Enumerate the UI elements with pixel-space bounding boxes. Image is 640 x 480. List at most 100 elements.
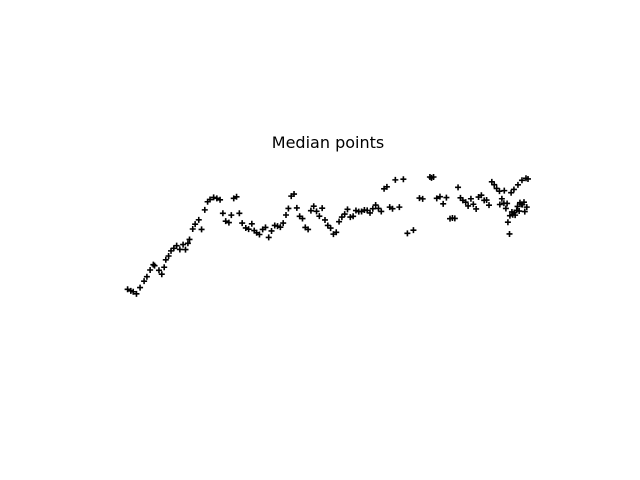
scatter-point bbox=[419, 195, 426, 202]
scatter-point bbox=[504, 219, 511, 226]
scatter-point bbox=[350, 213, 357, 220]
scatter-point bbox=[248, 220, 255, 227]
scatter-point bbox=[217, 196, 224, 203]
scatter-point bbox=[389, 205, 396, 212]
scatter-point bbox=[186, 236, 193, 243]
scatter-point bbox=[147, 267, 154, 274]
scatter-point bbox=[512, 212, 519, 219]
scatter-point bbox=[341, 211, 348, 218]
scatter-point bbox=[404, 230, 411, 237]
scatter-point bbox=[236, 210, 243, 217]
scatter-point bbox=[383, 183, 390, 190]
scatter-point bbox=[265, 234, 272, 241]
scatter-point bbox=[162, 256, 169, 263]
scatter-point bbox=[165, 252, 172, 259]
scatter-point bbox=[282, 211, 289, 218]
scatter-point bbox=[130, 288, 137, 295]
scatter-point bbox=[500, 200, 507, 207]
scatter-point bbox=[519, 201, 526, 208]
scatter-point bbox=[198, 226, 205, 233]
scatter-point bbox=[498, 195, 505, 202]
scatter-point bbox=[274, 223, 281, 230]
scatter-point bbox=[451, 215, 458, 222]
scatter-point bbox=[225, 219, 232, 226]
scatter-point bbox=[176, 246, 183, 253]
scatter-point bbox=[502, 205, 509, 212]
scatter-point bbox=[455, 184, 462, 191]
scatter-point bbox=[501, 187, 508, 194]
scatter-point bbox=[228, 212, 235, 219]
scatter-point bbox=[327, 225, 334, 232]
scatter-point bbox=[242, 224, 249, 231]
scatter-point bbox=[180, 241, 187, 248]
scatter-point bbox=[433, 195, 440, 202]
scatter-point bbox=[192, 221, 199, 228]
scatter-point bbox=[299, 215, 306, 222]
scatter-point bbox=[372, 202, 379, 209]
scatter-point bbox=[207, 196, 214, 203]
scatter-point bbox=[400, 176, 407, 183]
scatter-point bbox=[514, 181, 521, 188]
scatter-point bbox=[367, 209, 374, 216]
scatter-point bbox=[256, 231, 263, 238]
scatter-point bbox=[491, 181, 498, 188]
scatter-point bbox=[462, 199, 469, 206]
scatter-point bbox=[465, 202, 472, 209]
scatter-point bbox=[201, 206, 208, 213]
scatter-point bbox=[344, 206, 351, 213]
scatter-point bbox=[467, 195, 474, 202]
scatter-point bbox=[496, 201, 503, 208]
scatter-point bbox=[396, 204, 403, 211]
scatter-point bbox=[143, 273, 150, 280]
scatter-point bbox=[430, 174, 437, 180]
scatter-point bbox=[124, 286, 131, 293]
scatter-point bbox=[151, 262, 158, 269]
scatter-point bbox=[245, 226, 252, 233]
scatter-point bbox=[291, 191, 298, 198]
scatter-point bbox=[483, 197, 490, 204]
scatter-point bbox=[239, 220, 246, 227]
scatter-point bbox=[516, 208, 523, 215]
scatter-point bbox=[369, 205, 376, 212]
scatter-point bbox=[305, 226, 312, 233]
scatter-point bbox=[470, 201, 477, 208]
scatter-point bbox=[352, 207, 359, 214]
scatter-point bbox=[436, 193, 443, 200]
scatter-point bbox=[319, 205, 326, 212]
scatter-point bbox=[506, 230, 513, 237]
scatter-point bbox=[219, 210, 226, 217]
scatter-point bbox=[277, 224, 284, 231]
scatter-point bbox=[521, 208, 528, 215]
scatter-point bbox=[268, 227, 275, 234]
scatter-point bbox=[525, 175, 531, 182]
scatter-point bbox=[184, 240, 191, 247]
scatter-point bbox=[486, 202, 493, 209]
scatter-point bbox=[262, 224, 269, 231]
scatter-point bbox=[518, 177, 525, 184]
scatter-point bbox=[523, 204, 530, 211]
scatter-point bbox=[375, 205, 382, 212]
scatter-point bbox=[155, 267, 162, 274]
scatter-point bbox=[473, 205, 480, 212]
scatter-point bbox=[321, 216, 328, 223]
scatter-point bbox=[173, 242, 180, 249]
scatter-point bbox=[410, 227, 417, 234]
scatter-point bbox=[508, 189, 515, 196]
scatter-point bbox=[158, 271, 165, 278]
scatter-point bbox=[293, 204, 300, 211]
scatter-point bbox=[478, 192, 485, 199]
scatter-point bbox=[378, 208, 385, 215]
scatter-point bbox=[285, 205, 292, 212]
scatter-point bbox=[133, 290, 140, 297]
chart-title: Median points bbox=[272, 133, 384, 152]
scatter-point bbox=[510, 186, 517, 193]
scatter-point bbox=[182, 246, 189, 253]
scatter-point bbox=[392, 176, 399, 183]
scatter-point bbox=[137, 284, 144, 291]
scatter-point bbox=[189, 226, 196, 233]
scatter-point bbox=[440, 200, 447, 207]
scatter-point bbox=[313, 208, 320, 215]
scatter-point bbox=[307, 207, 314, 214]
